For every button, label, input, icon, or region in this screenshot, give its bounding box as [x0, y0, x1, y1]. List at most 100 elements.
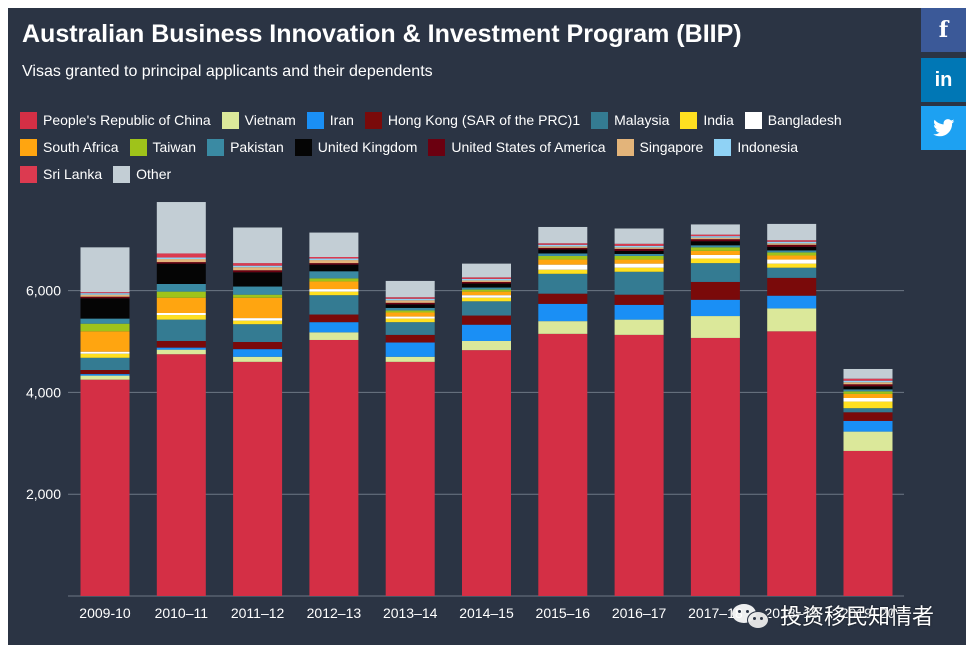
- bar-segment: Bangladesh: 80: [767, 259, 817, 264]
- bar-segment: Indonesia: 30: [156, 257, 206, 260]
- legend-label: People's Republic of China: [43, 112, 211, 128]
- legend-row: People's Republic of China Vietnam Iran Hon…: [20, 109, 853, 131]
- legend-swatch: [113, 165, 131, 183]
- legend-label: Taiwan: [152, 139, 197, 155]
- bar-segment: Indonesia: 30: [843, 380, 893, 383]
- bar-segment: Singapore: 60: [156, 259, 206, 263]
- bar-segment: Singapore: 30: [690, 237, 740, 240]
- legend-item[interactable]: Hong Kong (SAR of the PRC)1: [364, 111, 580, 129]
- bar-segment: United States of America: 30: [309, 263, 359, 265]
- legend-item[interactable]: Iran: [306, 111, 354, 129]
- legend-item[interactable]: United States of America: [428, 138, 606, 156]
- bar-segment: United States of America: 30: [462, 281, 511, 284]
- legend-label: Iran: [329, 112, 354, 128]
- bar-segment: Bangladesh: 40: [80, 351, 130, 354]
- bar-stack-2017–18: People's Republic of China: 5070Vietnam:…: [690, 224, 740, 596]
- legend-item[interactable]: Pakistan: [207, 138, 284, 156]
- bar-segment: United States of America: 30: [538, 247, 588, 250]
- bar-segment: Taiwan: 70: [690, 247, 740, 251]
- bar-segment: South Africa: 400: [80, 331, 130, 352]
- x-tick-label: 2013–14: [383, 605, 438, 621]
- bar-segment: Hong Kong (SAR of the PRC)1: 350: [767, 277, 817, 296]
- bar-segment: Pakistan: 50: [538, 253, 588, 256]
- bar-stack-2018–19: People's Republic of China: 5200Vietnam:…: [767, 223, 817, 596]
- bar-segment: India: 80: [80, 353, 130, 358]
- bar-segment: South Africa: 300: [156, 297, 206, 313]
- y-tick-label: 4,000: [26, 384, 61, 400]
- bar-segment: Singapore: 40: [80, 294, 130, 297]
- x-tick-label: 2010–11: [155, 605, 209, 621]
- bar-segment: Sri Lanka: 80: [156, 253, 206, 258]
- bar-segment: Iran: 320: [462, 324, 511, 341]
- legend-item[interactable]: United Kingdom: [294, 138, 418, 156]
- wechat-icon: [732, 602, 772, 629]
- bar-segment: Bangladesh: 40: [156, 312, 206, 316]
- legend-label: Singapore: [639, 139, 704, 155]
- bar-segment: People's Republic of China: 4600: [385, 361, 435, 596]
- bar-segment: Bangladesh: 70: [843, 397, 893, 402]
- bar-segment: Malaysia: 390: [538, 273, 588, 294]
- bar-segment: India: 70: [309, 291, 359, 296]
- bar-segment: Iran: 340: [538, 303, 588, 322]
- bar-segment: Malaysia: 420: [156, 319, 206, 341]
- bar-segment: Bangladesh: 70: [690, 254, 740, 259]
- legend-item[interactable]: Bangladesh: [744, 111, 842, 129]
- chart-subtitle: Visas granted to principal applicants an…: [22, 63, 433, 80]
- bar-segment: Vietnam: 450: [767, 308, 817, 332]
- bar-segment: Malaysia: 370: [690, 263, 740, 282]
- bar-segment: Taiwan: 50: [843, 391, 893, 394]
- twitter-share-button[interactable]: [921, 106, 966, 150]
- legend-swatch: [129, 138, 147, 156]
- bar-segment: Taiwan: 40: [385, 310, 435, 313]
- legend-item[interactable]: South Africa: [20, 138, 119, 156]
- x-tick-label: 2014–15: [459, 605, 514, 621]
- bar-segment: Sri Lanka: 30: [690, 234, 740, 237]
- legend-label: Sri Lanka: [43, 166, 103, 182]
- bar-segment: Indonesia: 30: [690, 236, 740, 238]
- bar-segment: Iran: 250: [767, 295, 817, 309]
- legend-label: Pakistan: [230, 139, 284, 155]
- legend-label: United Kingdom: [317, 139, 418, 155]
- bar-segment: Bangladesh: 50: [462, 295, 511, 298]
- legend-label: Vietnam: [244, 112, 296, 128]
- bar-segment: India: 80: [538, 269, 588, 274]
- bar-segment: Vietnam: 150: [309, 332, 359, 340]
- bar-segment: United States of America: 40: [767, 244, 817, 247]
- legend-item[interactable]: People's Republic of China: [20, 111, 211, 129]
- chart-panel: People's Republic of China: 4250Vietnam:…: [8, 8, 966, 645]
- legend-label: Other: [136, 166, 172, 182]
- legend-item[interactable]: Malaysia: [591, 111, 669, 129]
- bar-stack-2014–15: People's Republic of China: 4830Vietnam:…: [462, 263, 511, 596]
- bar-segment: People's Republic of China: 4600: [233, 361, 283, 596]
- bar-segment: India: 80: [614, 267, 664, 272]
- facebook-share-button[interactable]: f: [921, 8, 966, 52]
- legend-item[interactable]: Other: [113, 165, 172, 183]
- legend-swatch: [20, 138, 37, 156]
- bar-segment: Iran: 280: [385, 342, 435, 357]
- watermark-text: 投资移民知情者: [780, 605, 935, 630]
- legend-item[interactable]: India: [680, 111, 734, 129]
- legend-item[interactable]: Sri Lanka: [20, 165, 103, 183]
- legend-item[interactable]: Singapore: [616, 138, 704, 156]
- bar-segment: Pakistan: 40: [767, 250, 817, 253]
- legend-item[interactable]: Taiwan: [129, 138, 197, 156]
- bar-segment: Vietnam: 180: [462, 340, 511, 351]
- bar-segment: Singapore: 30: [767, 243, 817, 245]
- bar-segment: United Kingdom: 70: [767, 246, 817, 251]
- bar-stack-2013–14: People's Republic of China: 4600Vietnam:…: [385, 280, 435, 596]
- bar-segment: Pakistan: 50: [385, 307, 435, 311]
- legend-item[interactable]: Vietnam: [221, 111, 296, 129]
- bar-segment: People's Republic of China: 5130: [614, 334, 664, 596]
- bar-segment: Other: 200: [690, 224, 740, 235]
- bar-segment: United States of America: 40: [690, 239, 740, 242]
- bar-segment: Iran: 320: [690, 299, 740, 317]
- bar-segment: Singapore: 30: [538, 246, 588, 248]
- bar-segment: South Africa: 80: [385, 312, 435, 317]
- bar-segment: United Kingdom: 60: [614, 250, 664, 254]
- bar-segment: Sri Lanka: 30: [309, 257, 359, 259]
- linkedin-share-button[interactable]: in: [921, 58, 966, 102]
- bar-segment: People's Republic of China: 5030: [309, 339, 359, 596]
- bar-segment: United Kingdom: 400: [80, 298, 130, 319]
- chart-title: Australian Business Innovation & Investm…: [22, 20, 742, 48]
- legend-item[interactable]: Indonesia: [714, 138, 798, 156]
